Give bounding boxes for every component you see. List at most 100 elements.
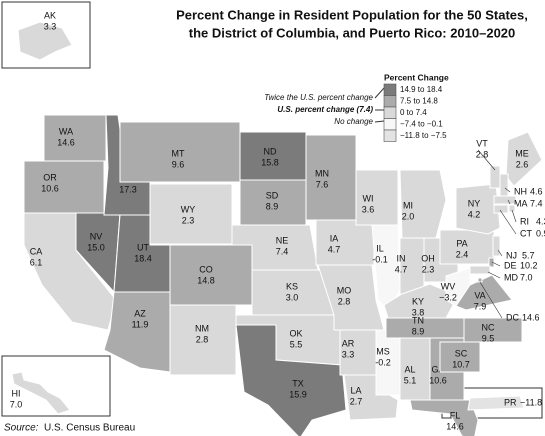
state-value: -0.1 (372, 254, 388, 264)
state-abbr: VT (476, 138, 488, 148)
state-value: 9.6 (172, 159, 185, 169)
state-abbr: NM (195, 323, 209, 333)
state-value: 4.7 (395, 264, 408, 274)
state-value: −11.8 (520, 397, 542, 407)
state-value: 8.9 (412, 326, 425, 336)
state-abbr: CA (30, 246, 43, 256)
state-abbr: NY (468, 198, 481, 208)
state-value: 7.0 (520, 272, 533, 282)
state-abbr: DE (504, 260, 517, 270)
legend-swatch (383, 106, 397, 119)
state (17, 21, 73, 61)
state-value: -0.2 (375, 357, 391, 367)
state-abbr: ND (264, 146, 277, 156)
state-abbr: OK (289, 328, 302, 338)
state-abbr: DC (506, 312, 519, 322)
state-abbr: WY (181, 204, 196, 214)
state-abbr: UT (137, 242, 149, 252)
state-value: 2.7 (350, 396, 363, 406)
state-abbr: VA (474, 290, 485, 300)
state (315, 219, 375, 266)
legend-note: Twice the U.S. percent change (264, 93, 373, 102)
state-abbr: PR (504, 397, 517, 407)
state-value: 6.1 (30, 257, 43, 267)
state-value: 4.2 (468, 209, 481, 219)
state-value: 14.6 (522, 312, 540, 322)
state-abbr: SC (455, 348, 468, 358)
state-value: 2.8 (476, 149, 489, 159)
state (488, 257, 495, 268)
state-value: 3.3 (44, 21, 57, 31)
legend-label: 7.5 to 14.8 (400, 97, 438, 106)
state (505, 131, 543, 187)
state (23, 160, 105, 214)
state-abbr: KS (286, 281, 298, 291)
source-label: Source: (4, 423, 39, 434)
state-abbr: ME (515, 148, 529, 158)
state-abbr: MA (514, 198, 528, 208)
state-value: 7.6 (316, 179, 329, 189)
state-value: 10.2 (520, 260, 538, 270)
state (305, 134, 357, 221)
legend-swatch (383, 95, 397, 108)
state-abbr: PA (456, 238, 467, 248)
state-value: 7.9 (474, 301, 487, 311)
leader-line (499, 209, 517, 235)
state-value: 5.1 (404, 375, 417, 385)
state-value: 5.7 (522, 250, 535, 260)
source: U.S. Census Bureau (44, 423, 135, 434)
leader-line (504, 187, 511, 193)
state-value: 4.6 (530, 186, 543, 196)
legend-label: 14.9 to 18.4 (400, 85, 443, 94)
legend-label: −11.8 to −7.5 (400, 131, 447, 140)
state-abbr: IL (376, 243, 384, 253)
state-abbr: NE (276, 235, 289, 245)
state-abbr: NC (482, 322, 495, 332)
state-value: 4.3 (536, 216, 545, 226)
state-value: 15.9 (289, 389, 307, 399)
state-abbr: GA (431, 364, 444, 374)
state-abbr: MD (504, 272, 518, 282)
state-value: 10.6 (41, 183, 59, 193)
state-value: 15.8 (261, 157, 279, 167)
state-value: 7.4 (276, 246, 289, 256)
state-abbr: AL (404, 364, 415, 374)
state (499, 173, 509, 197)
state-abbr: FL (450, 410, 461, 420)
state-value: 10.6 (429, 375, 447, 385)
state-value: 7.0 (10, 399, 23, 409)
state-value: 14.8 (197, 275, 215, 285)
state-abbr: LA (350, 385, 361, 395)
state-value: 3.6 (362, 204, 375, 214)
state-abbr: OH (421, 253, 435, 263)
state-abbr: WI (363, 193, 374, 203)
state (463, 317, 523, 343)
state-abbr: IA (330, 233, 339, 243)
state-value: 5.5 (290, 339, 303, 349)
state-abbr: HI (12, 388, 21, 398)
state-abbr: TN (412, 315, 424, 325)
state-value: 4.7 (328, 244, 341, 254)
leader-line (487, 271, 501, 279)
state-abbr: MT (172, 148, 185, 158)
state-abbr: WV (441, 281, 456, 291)
state-value: 14.6 (57, 137, 75, 147)
state-abbr: NH (514, 186, 527, 196)
leader-line (477, 149, 496, 171)
state-abbr: KY (412, 296, 424, 306)
state-value: 9.5 (482, 333, 495, 343)
title-line: Percent Change in Resident Population fo… (176, 7, 528, 22)
state-value: 11.9 (132, 319, 149, 329)
state-value: 17.3 (119, 184, 137, 194)
state-value: 18.4 (134, 253, 152, 263)
state-value: 15.0 (87, 242, 105, 252)
leader-line (497, 249, 503, 257)
state-value: 10.7 (452, 359, 470, 369)
state-value: 3.0 (286, 292, 299, 302)
legend-note: No change (334, 117, 373, 126)
legend-swatch (383, 83, 397, 96)
state-abbr: CT (520, 228, 532, 238)
state-value: −3.2 (439, 292, 457, 302)
state (469, 265, 491, 275)
